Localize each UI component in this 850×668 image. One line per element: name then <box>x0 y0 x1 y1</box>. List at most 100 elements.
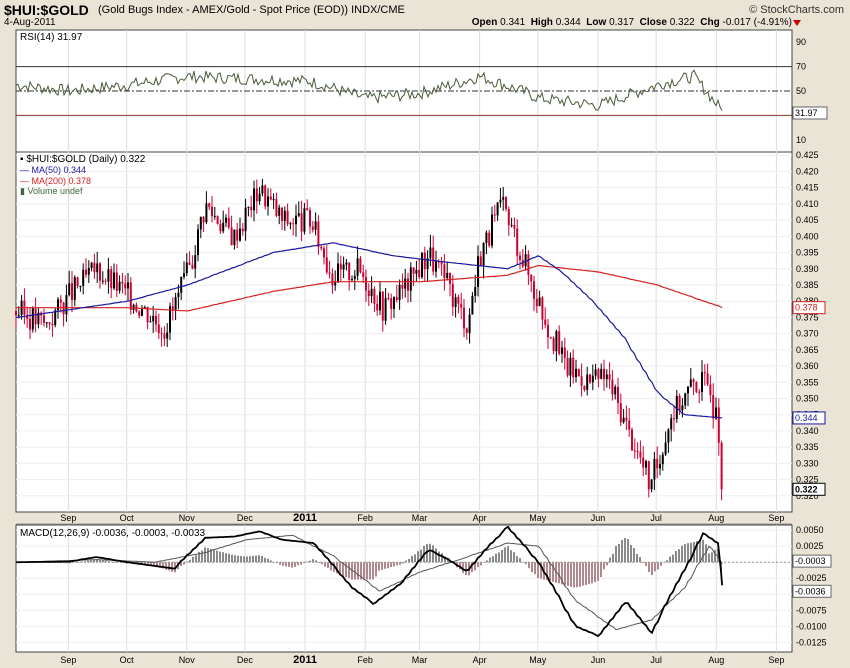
candle-body <box>325 257 328 273</box>
x-tick-label: 2011 <box>293 654 317 666</box>
candle-body <box>31 308 34 330</box>
rsi-last-box <box>792 106 828 120</box>
low-label: Low <box>586 17 607 28</box>
price-tick-label: 0.370 <box>796 329 819 339</box>
candle-body <box>376 303 379 311</box>
macd-histogram-bar <box>258 555 260 563</box>
candle-body <box>362 272 365 278</box>
candle-body <box>202 216 205 223</box>
candle-body <box>460 303 463 308</box>
macd-histogram-bar <box>648 562 650 573</box>
macd-histogram-bar <box>690 542 692 563</box>
macd-tick-label: -0.0075 <box>796 605 827 615</box>
candle-body <box>65 294 68 315</box>
candle-body <box>236 229 239 241</box>
candle-body <box>407 278 409 291</box>
macd-histogram-bar <box>66 562 68 564</box>
rsi-tick-label: 50 <box>796 86 806 96</box>
candle-body <box>331 273 334 286</box>
candle-body <box>73 277 76 300</box>
x-tick-label: May <box>529 513 547 523</box>
macd-histogram-bar <box>297 562 299 566</box>
macd-histogram-bar <box>285 562 287 567</box>
macd-last-box-signal <box>792 554 832 568</box>
candle-body <box>272 199 275 201</box>
chart-symbol: $HUI:$GOLD <box>4 2 89 18</box>
candle-body <box>48 322 51 324</box>
rsi-legend: RSI(14) 31.97 <box>20 32 83 43</box>
candle-body <box>611 379 614 395</box>
candle-body <box>166 332 169 339</box>
candle-body <box>34 308 37 325</box>
candle-body <box>687 386 689 394</box>
candle-body <box>720 442 723 490</box>
candle-body <box>617 386 619 404</box>
macd-histogram-bar <box>678 549 680 563</box>
candle-body <box>390 298 393 309</box>
candle-body <box>645 461 647 468</box>
candle-body <box>605 374 608 380</box>
panel-price <box>15 151 793 513</box>
candle-body <box>233 229 236 246</box>
macd-histogram-bar <box>498 552 500 563</box>
candle-body <box>188 262 191 265</box>
x-tick-label: Feb <box>357 655 373 665</box>
down-arrow-icon <box>793 20 801 26</box>
candle-body <box>698 391 701 393</box>
x-tick-label: Jun <box>591 513 606 523</box>
candle-body <box>183 273 185 277</box>
macd-histogram-bar <box>507 546 509 563</box>
candle-body <box>437 261 440 263</box>
candle-body <box>535 298 538 307</box>
macd-histogram-bar <box>261 556 263 563</box>
candle-body <box>709 384 712 396</box>
candle-body <box>211 206 213 217</box>
macd-histogram-bar <box>186 561 188 563</box>
candle-body <box>261 185 264 194</box>
macd-histogram-bar <box>282 562 284 566</box>
candle-body <box>311 226 314 230</box>
rsi-last-label: 31.97 <box>795 108 818 118</box>
macd-histogram-bar <box>378 562 380 571</box>
macd-histogram-bar <box>156 562 158 567</box>
candle-body <box>435 261 437 272</box>
macd-histogram-bar <box>588 562 590 584</box>
candle-body <box>608 374 611 380</box>
candle-body <box>37 312 40 325</box>
candle-body <box>292 223 295 225</box>
macd-histogram-bar <box>312 559 314 563</box>
candle-body <box>524 254 527 267</box>
candle-body <box>496 202 499 216</box>
macd-histogram-bar <box>309 560 311 563</box>
candle-body <box>337 263 339 283</box>
candle-body <box>356 258 359 276</box>
candle-body <box>583 385 586 390</box>
candle-body <box>717 407 720 443</box>
macd-histogram-bar <box>81 561 83 563</box>
candle-body <box>177 292 180 298</box>
price-last-label-ma200: 0.378 <box>795 303 818 313</box>
macd-histogram-bar <box>219 551 221 563</box>
candle-body <box>295 215 297 225</box>
macd-histogram-bar <box>672 554 674 563</box>
price-tick-label: 0.400 <box>796 231 819 241</box>
candle-body <box>26 314 29 319</box>
candle-body <box>544 319 547 325</box>
candle-body <box>580 376 583 386</box>
candle-body <box>488 232 491 246</box>
macd-histogram-bar <box>501 549 503 563</box>
candle-body <box>149 321 152 323</box>
brand-logo: © StockCharts.com <box>749 4 844 16</box>
candle-body <box>239 228 241 241</box>
candle-body <box>227 217 230 228</box>
candle-body <box>653 458 656 480</box>
macd-histogram-bar <box>69 562 71 564</box>
candle-body <box>334 282 337 286</box>
candle-body <box>443 264 446 279</box>
candle-body <box>513 225 516 229</box>
macd-histogram-bar <box>531 562 533 573</box>
macd-histogram-bar <box>579 562 581 587</box>
candle-body <box>197 229 199 256</box>
macd-histogram-bar <box>195 555 197 563</box>
